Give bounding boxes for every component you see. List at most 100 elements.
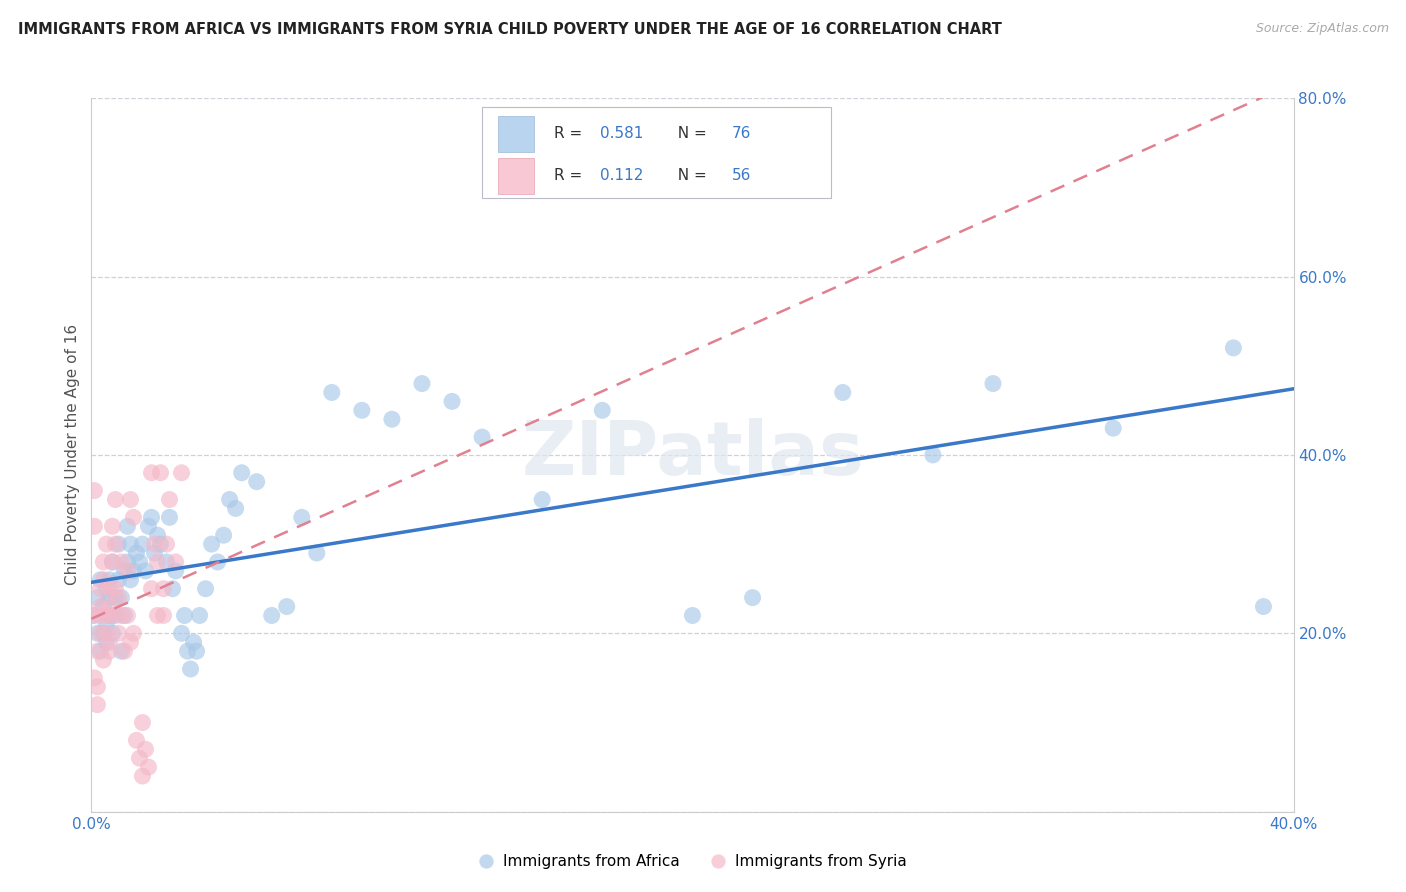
Point <box>173 608 195 623</box>
Point <box>89 599 111 614</box>
Point <box>89 582 111 596</box>
Point <box>117 564 139 578</box>
Point <box>86 644 108 658</box>
Point <box>134 742 156 756</box>
Point <box>93 555 115 569</box>
Point <box>89 608 111 623</box>
Point <box>96 635 118 649</box>
FancyBboxPatch shape <box>498 158 534 194</box>
Text: 0.581: 0.581 <box>600 127 644 141</box>
Point <box>120 537 142 551</box>
Point <box>89 644 111 658</box>
Point <box>741 591 763 605</box>
Point <box>83 483 105 498</box>
Point <box>131 537 153 551</box>
Point <box>107 573 129 587</box>
Point <box>212 528 235 542</box>
Point <box>101 555 124 569</box>
Point <box>134 564 156 578</box>
Point <box>591 403 613 417</box>
Point <box>114 608 136 623</box>
Point <box>107 537 129 551</box>
Point <box>98 599 121 614</box>
Point <box>83 671 105 685</box>
Point <box>146 528 169 542</box>
Point <box>128 751 150 765</box>
Point <box>86 626 108 640</box>
Point <box>981 376 1004 391</box>
Point <box>107 626 129 640</box>
Point <box>183 635 205 649</box>
Point <box>138 519 160 533</box>
Point <box>141 466 163 480</box>
Point <box>152 582 174 596</box>
Point <box>96 626 118 640</box>
Point <box>149 466 172 480</box>
Point <box>104 591 127 605</box>
Point <box>381 412 404 426</box>
Point <box>143 546 166 560</box>
Point <box>98 582 121 596</box>
Point <box>321 385 343 400</box>
Point <box>86 680 108 694</box>
Point <box>93 626 115 640</box>
Point <box>89 573 111 587</box>
Text: N =: N = <box>668 169 711 184</box>
Point <box>122 626 145 640</box>
Text: 0.112: 0.112 <box>600 169 644 184</box>
Point <box>98 635 121 649</box>
Point <box>131 715 153 730</box>
Text: R =: R = <box>554 127 588 141</box>
Point <box>104 608 127 623</box>
Point <box>1253 599 1275 614</box>
Text: N =: N = <box>668 127 711 141</box>
FancyBboxPatch shape <box>498 116 534 152</box>
Point <box>231 466 253 480</box>
Point <box>128 555 150 569</box>
FancyBboxPatch shape <box>482 107 831 198</box>
Point <box>83 519 105 533</box>
Point <box>225 501 247 516</box>
Point <box>165 564 187 578</box>
Point <box>1222 341 1244 355</box>
Point <box>831 385 853 400</box>
Point <box>1102 421 1125 435</box>
Point <box>276 599 298 614</box>
Point <box>104 492 127 507</box>
Point <box>86 698 108 712</box>
Point <box>152 608 174 623</box>
Point <box>125 546 148 560</box>
Point <box>96 617 118 632</box>
Point <box>104 582 127 596</box>
Point <box>411 376 433 391</box>
Point <box>141 582 163 596</box>
Point <box>110 608 132 623</box>
Point <box>107 591 129 605</box>
Point <box>98 644 121 658</box>
Point <box>159 492 181 507</box>
Point <box>440 394 463 409</box>
Point <box>141 510 163 524</box>
Point <box>110 644 132 658</box>
Point <box>922 448 945 462</box>
Point <box>125 733 148 747</box>
Legend: Immigrants from Africa, Immigrants from Syria: Immigrants from Africa, Immigrants from … <box>472 848 912 875</box>
Point <box>131 769 153 783</box>
Point <box>98 573 121 587</box>
Text: ZIPatlas: ZIPatlas <box>522 418 863 491</box>
Point <box>114 644 136 658</box>
Point <box>96 582 118 596</box>
Point <box>93 599 115 614</box>
Text: 76: 76 <box>733 127 751 141</box>
Point <box>155 537 177 551</box>
Point <box>104 537 127 551</box>
Point <box>162 582 184 596</box>
Point <box>176 644 198 658</box>
Point <box>93 573 115 587</box>
Point <box>98 608 121 623</box>
Point <box>194 582 217 596</box>
Point <box>146 555 169 569</box>
Point <box>305 546 328 560</box>
Point <box>110 555 132 569</box>
Point <box>117 519 139 533</box>
